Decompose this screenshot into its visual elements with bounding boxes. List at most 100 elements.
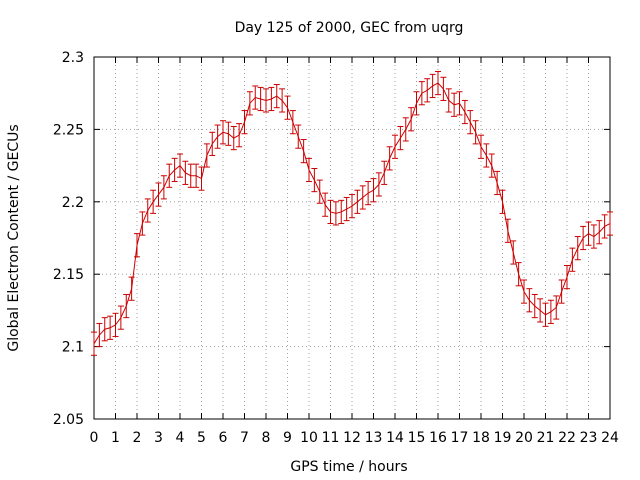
error-bar-point — [392, 134, 398, 159]
error-bar-point — [343, 196, 350, 222]
error-bar-point — [467, 110, 474, 135]
error-bar-point — [537, 298, 544, 323]
chart-title: Day 125 of 2000, GEC from uqrg — [235, 20, 464, 36]
error-bar-point — [263, 88, 269, 113]
error-bar-point — [370, 178, 377, 203]
error-bar-point — [381, 160, 388, 185]
error-bar-point — [246, 91, 253, 116]
error-bar-point — [596, 220, 603, 245]
x-tick-label: 23 — [580, 430, 598, 446]
y-tick-label: 2.05 — [53, 412, 84, 428]
error-bar-point — [198, 166, 205, 191]
error-bar-point — [236, 123, 243, 148]
error-bar-point — [397, 126, 404, 151]
x-tick-label: 20 — [515, 430, 533, 446]
error-bar-point — [349, 194, 355, 219]
x-tick-label: 24 — [601, 430, 619, 446]
error-bar-point — [139, 211, 146, 236]
error-bar-point — [177, 153, 183, 178]
x-tick-label: 11 — [322, 430, 340, 446]
y-tick-label: 2.15 — [53, 267, 84, 283]
error-bar-point — [241, 110, 248, 135]
x-tick-label: 19 — [494, 430, 512, 446]
error-bar-point — [354, 189, 361, 214]
error-bar-point — [499, 189, 506, 214]
error-bar-point — [478, 134, 484, 159]
error-bar-point — [338, 199, 345, 225]
error-bar-point — [128, 276, 135, 301]
error-bar-point — [150, 189, 157, 214]
error-bar-point — [564, 265, 570, 290]
error-bar-point — [558, 279, 565, 304]
x-tick-label: 12 — [343, 430, 361, 446]
error-bar-point — [408, 107, 415, 132]
error-bar-point — [607, 211, 613, 236]
error-bar-point — [327, 199, 334, 225]
error-bar-point — [300, 139, 307, 164]
x-tick-label: 13 — [365, 430, 383, 446]
x-axis-label: GPS time / hours — [290, 459, 407, 475]
error-bar-point — [402, 117, 409, 142]
error-bar-point — [96, 322, 103, 348]
error-bar-point — [225, 121, 232, 146]
x-tick-label: 4 — [176, 430, 185, 446]
error-bar-point — [273, 84, 280, 109]
x-tick-label: 22 — [558, 430, 576, 446]
error-bar-point — [510, 240, 517, 265]
y-axis-label: Global Electron Content / GECUs — [6, 124, 22, 351]
error-bar-point — [306, 157, 312, 183]
x-tick-label: 14 — [386, 430, 404, 446]
x-tick-label: 16 — [429, 430, 447, 446]
y-tick-label: 2.25 — [53, 122, 84, 138]
y-tick-label: 2.3 — [62, 50, 84, 66]
x-tick-label: 7 — [240, 430, 249, 446]
error-bar-point — [214, 124, 221, 149]
error-bar-point — [289, 110, 296, 135]
x-tick-label: 3 — [154, 430, 163, 446]
x-tick-label: 1 — [111, 430, 120, 446]
x-tick-label: 9 — [283, 430, 292, 446]
error-bar-point — [112, 312, 119, 337]
error-bar-point — [580, 225, 587, 251]
x-tick-label: 6 — [219, 430, 228, 446]
error-bar-point — [316, 179, 323, 204]
error-bar-point — [166, 163, 173, 188]
error-bar-point — [574, 236, 581, 261]
y-tick-label: 2.1 — [62, 340, 84, 356]
error-bar-point — [209, 131, 216, 156]
error-bar-point — [257, 86, 264, 112]
error-bar-point — [230, 126, 237, 151]
error-bar-point — [590, 224, 597, 249]
error-bar-point — [424, 78, 431, 103]
error-bar-point — [107, 315, 114, 340]
x-tick-label: 18 — [472, 430, 490, 446]
x-tick-label: 17 — [451, 430, 469, 446]
error-bar-point — [413, 91, 420, 116]
error-bar-point — [553, 295, 560, 320]
y-tick-label: 2.2 — [62, 195, 84, 211]
x-tick-label: 21 — [537, 430, 555, 446]
error-bar-point — [117, 305, 124, 330]
error-bar-point — [429, 73, 436, 99]
error-bar-point — [91, 331, 97, 356]
x-tick-label: 0 — [90, 430, 99, 446]
error-bar-point — [526, 288, 533, 313]
error-bar-point — [311, 167, 318, 193]
series-gec — [91, 70, 613, 356]
error-bar-point — [193, 163, 200, 188]
error-bar-point — [488, 153, 495, 178]
error-bar-point — [182, 160, 189, 185]
error-bar-point — [295, 124, 302, 149]
x-tick-label: 8 — [262, 430, 271, 446]
grid-lines — [94, 57, 610, 419]
error-bar-point — [456, 91, 463, 116]
error-bar-point — [160, 175, 167, 200]
error-bar-point — [134, 233, 140, 258]
error-bar-point — [171, 157, 178, 183]
error-bar-point — [451, 92, 458, 117]
error-bar-point — [279, 88, 286, 113]
error-bar-point — [123, 293, 130, 319]
error-bar-point — [531, 293, 538, 319]
error-bar-point — [569, 247, 576, 272]
error-bar-point — [386, 146, 393, 171]
